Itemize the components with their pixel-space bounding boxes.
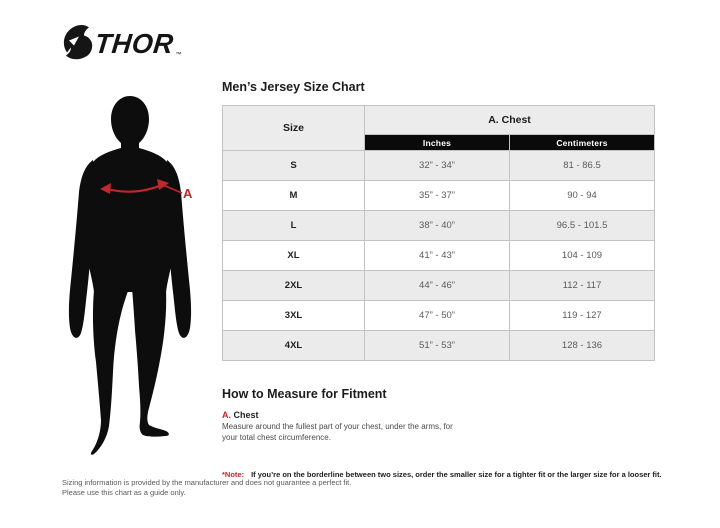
measure-item-name: Chest: [233, 410, 259, 420]
brand-logo: THOR ™: [60, 24, 182, 61]
measure-description: Measure around the fullest part of your …: [222, 422, 453, 442]
size-value: M: [222, 180, 365, 211]
inches-value: 51” - 53”: [364, 330, 510, 361]
inches-value: 32” - 34”: [364, 150, 510, 181]
column-header-size: Size: [222, 105, 365, 151]
page-title: Men’s Jersey Size Chart: [222, 80, 365, 94]
size-value: 3XL: [222, 300, 365, 331]
inches-value: 41” - 43”: [364, 240, 510, 271]
note-text: If you’re on the borderline between two …: [251, 470, 662, 479]
size-value: 2XL: [222, 270, 365, 301]
measure-item-chest: A. Chest: [222, 410, 654, 420]
trademark-mark: ™: [175, 52, 182, 58]
size-value: S: [222, 150, 365, 181]
thor-raptor-icon: [60, 24, 94, 61]
table-unit-row: Inches Centimeters: [223, 134, 655, 151]
chest-label-a: A: [183, 186, 193, 201]
disclaimer-line-2: Please use this chart as a guide only.: [62, 488, 186, 497]
table-row: M 35” - 37” 90 - 94: [222, 180, 655, 211]
table-row: L 38” - 40” 96.5 - 101.5: [222, 210, 655, 241]
table-row: 4XL 51” - 53” 128 - 136: [222, 330, 655, 361]
column-header-inches: Inches: [364, 134, 510, 151]
brand-logo-text: THOR: [93, 28, 176, 60]
size-value: 4XL: [222, 330, 365, 361]
table-row: 2XL 44” - 46” 112 - 117: [222, 270, 655, 301]
cm-value: 96.5 - 101.5: [509, 210, 655, 241]
cm-value: 104 - 109: [509, 240, 655, 271]
cm-value: 119 - 127: [509, 300, 655, 331]
chart-content: Men’s Jersey Size Chart Size A. Chest In…: [222, 80, 662, 487]
size-value: XL: [222, 240, 365, 271]
table-row: XL 41” - 43” 104 - 109: [222, 240, 655, 271]
table-row: S 32” - 34” 81 - 86.5: [222, 150, 655, 181]
inches-value: 44” - 46”: [364, 270, 510, 301]
table-row: 3XL 47” - 50” 119 - 127: [222, 300, 655, 331]
measure-item-letter: A.: [222, 410, 231, 420]
disclaimer-line-1: Sizing information is provided by the ma…: [62, 478, 352, 487]
inches-value: 47” - 50”: [364, 300, 510, 331]
chest-measure-annotation: A: [100, 179, 193, 201]
table-header-row: Size A. Chest: [222, 105, 655, 151]
sizing-disclaimer: Sizing information is provided by the ma…: [62, 478, 351, 498]
inches-value: 38” - 40”: [364, 210, 510, 241]
measure-section-title: How to Measure for Fitment: [222, 387, 387, 401]
column-header-chest: A. Chest: [364, 105, 655, 135]
borderline-note: *Note: If you’re on the borderline betwee…: [222, 470, 662, 479]
cm-value: 81 - 86.5: [509, 150, 655, 181]
cm-value: 90 - 94: [509, 180, 655, 211]
male-silhouette-icon: A: [68, 96, 193, 455]
inches-value: 35” - 37”: [364, 180, 510, 211]
column-header-centimeters: Centimeters: [509, 134, 655, 151]
size-value: L: [222, 210, 365, 241]
body-silhouette-figure: A: [55, 92, 220, 464]
note-label: *Note:: [222, 470, 245, 479]
cm-value: 112 - 117: [509, 270, 655, 301]
cm-value: 128 - 136: [509, 330, 655, 361]
size-chart-table: Size A. Chest Inches Centimeters S 32” -…: [222, 105, 655, 361]
